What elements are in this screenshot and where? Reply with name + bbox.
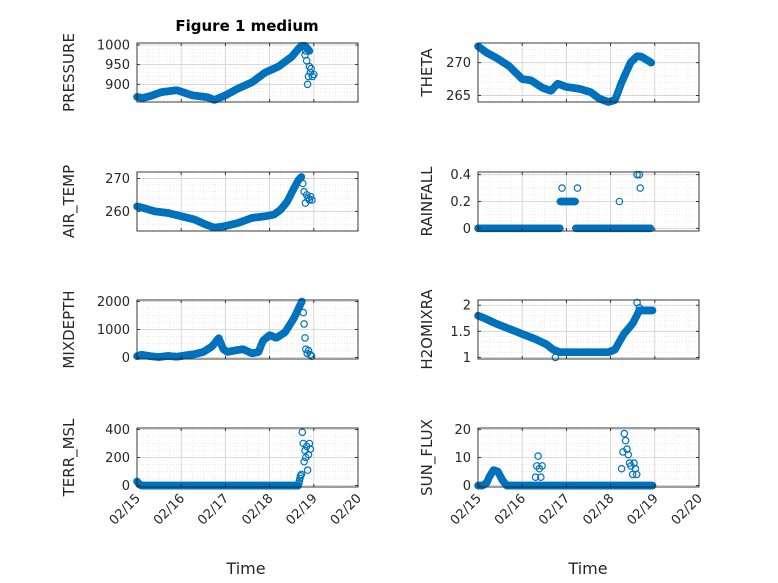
y-tick-label: 2000 xyxy=(97,295,130,310)
data-point xyxy=(296,471,305,480)
y-tick-label: 270 xyxy=(105,172,130,187)
data-point xyxy=(305,196,314,204)
y-axis-label: SUN_FLUX xyxy=(418,419,437,496)
subplot-pressure: 900 950 1000 PRESSURE xyxy=(60,33,359,112)
data-point xyxy=(558,184,566,192)
data-point xyxy=(621,436,630,445)
series-markers xyxy=(474,298,657,362)
subplot-h2omixra: 1 1.5 2 H2OMIXRA xyxy=(418,289,700,370)
data-point xyxy=(306,192,315,201)
data-point xyxy=(633,170,641,179)
data-point xyxy=(646,224,655,233)
y-tick-label: 0 xyxy=(463,479,471,494)
y-axis-label: THETA xyxy=(418,48,436,98)
y-tick-label: 1.5 xyxy=(450,325,471,340)
data-point xyxy=(536,473,545,482)
data-point xyxy=(617,464,626,473)
data-point xyxy=(538,462,546,470)
data-point xyxy=(309,70,318,79)
data-point xyxy=(647,58,656,67)
data-point xyxy=(635,170,644,179)
data-point xyxy=(298,428,307,437)
y-tick-label: 0 xyxy=(122,479,130,494)
data-point xyxy=(299,308,308,317)
data-point xyxy=(297,470,306,479)
axes-box xyxy=(136,42,359,103)
data-point xyxy=(300,457,308,466)
data-point xyxy=(551,353,560,362)
data-point xyxy=(301,334,309,342)
subplot-rainfall: 0 0.2 0.4 RAINFALL xyxy=(418,166,700,237)
series-markers xyxy=(474,170,655,233)
y-tick-label: 0 xyxy=(122,351,130,366)
y-tick-label: 900 xyxy=(105,78,130,93)
y-axis-label: MIXDEPTH xyxy=(60,290,78,368)
y-tick-label: 1 xyxy=(463,351,471,366)
data-point xyxy=(632,470,641,479)
data-point xyxy=(624,450,633,459)
y-tick-label: 1000 xyxy=(97,38,130,53)
y-axis-label: TERR_MSL xyxy=(60,418,79,497)
data-point xyxy=(573,184,582,192)
axes-box xyxy=(136,171,359,232)
data-point xyxy=(620,429,629,438)
y-tick-label: 260 xyxy=(105,205,130,220)
subplot-mixdepth: 0 1000 2000 MIXDEPTH xyxy=(60,290,359,369)
data-point xyxy=(648,481,657,490)
data-point xyxy=(571,197,580,206)
data-point xyxy=(305,47,314,55)
data-point xyxy=(298,179,307,188)
series-markers xyxy=(474,42,656,106)
x-axis-label-right: Time xyxy=(567,559,607,578)
x-axis-label-left: Time xyxy=(225,559,265,578)
y-axis-label: AIR_TEMP xyxy=(60,165,79,238)
y-tick-label: 400 xyxy=(105,423,130,438)
subplot-theta: 265 270 THETA xyxy=(418,42,700,106)
data-point xyxy=(307,64,315,73)
data-point xyxy=(648,306,657,315)
y-tick-label: 1000 xyxy=(97,323,130,338)
data-point xyxy=(305,439,314,448)
data-point xyxy=(301,47,310,55)
data-point xyxy=(306,445,315,453)
y-tick-label: 20 xyxy=(454,423,471,438)
y-tick-label: 0.4 xyxy=(450,168,471,183)
data-point xyxy=(302,56,311,65)
data-point xyxy=(300,320,308,328)
axes-box xyxy=(477,299,700,360)
subplot-air_temp: 260 270 AIR_TEMP xyxy=(60,165,359,238)
data-point xyxy=(304,346,313,355)
y-tick-label: 10 xyxy=(454,451,471,466)
axes-box xyxy=(477,42,700,103)
y-tick-label: 270 xyxy=(446,56,471,71)
y-tick-label: 200 xyxy=(105,451,130,466)
y-axis-label: H2OMIXRA xyxy=(418,289,436,370)
y-tick-label: 0 xyxy=(463,222,471,237)
data-point xyxy=(303,80,312,89)
y-axis-label: PRESSURE xyxy=(60,33,78,112)
data-point xyxy=(636,184,645,192)
series-markers xyxy=(133,297,316,361)
data-point xyxy=(531,473,540,482)
y-tick-label: 950 xyxy=(105,58,130,73)
y-tick-label: 0.2 xyxy=(450,195,471,210)
data-point xyxy=(308,196,316,204)
data-point xyxy=(534,452,542,460)
data-point xyxy=(298,297,306,306)
figure-title: Figure 1 medium xyxy=(175,17,318,35)
data-point xyxy=(635,303,644,312)
y-axis-label: RAINFALL xyxy=(418,166,436,237)
data-point xyxy=(303,466,312,474)
data-point xyxy=(615,197,624,206)
series-markers xyxy=(133,428,315,490)
series-markers xyxy=(133,173,316,232)
y-tick-label: 2 xyxy=(463,299,471,314)
data-point xyxy=(308,72,317,81)
y-tick-label: 265 xyxy=(446,89,471,104)
data-point xyxy=(306,350,315,359)
data-point xyxy=(555,224,564,233)
